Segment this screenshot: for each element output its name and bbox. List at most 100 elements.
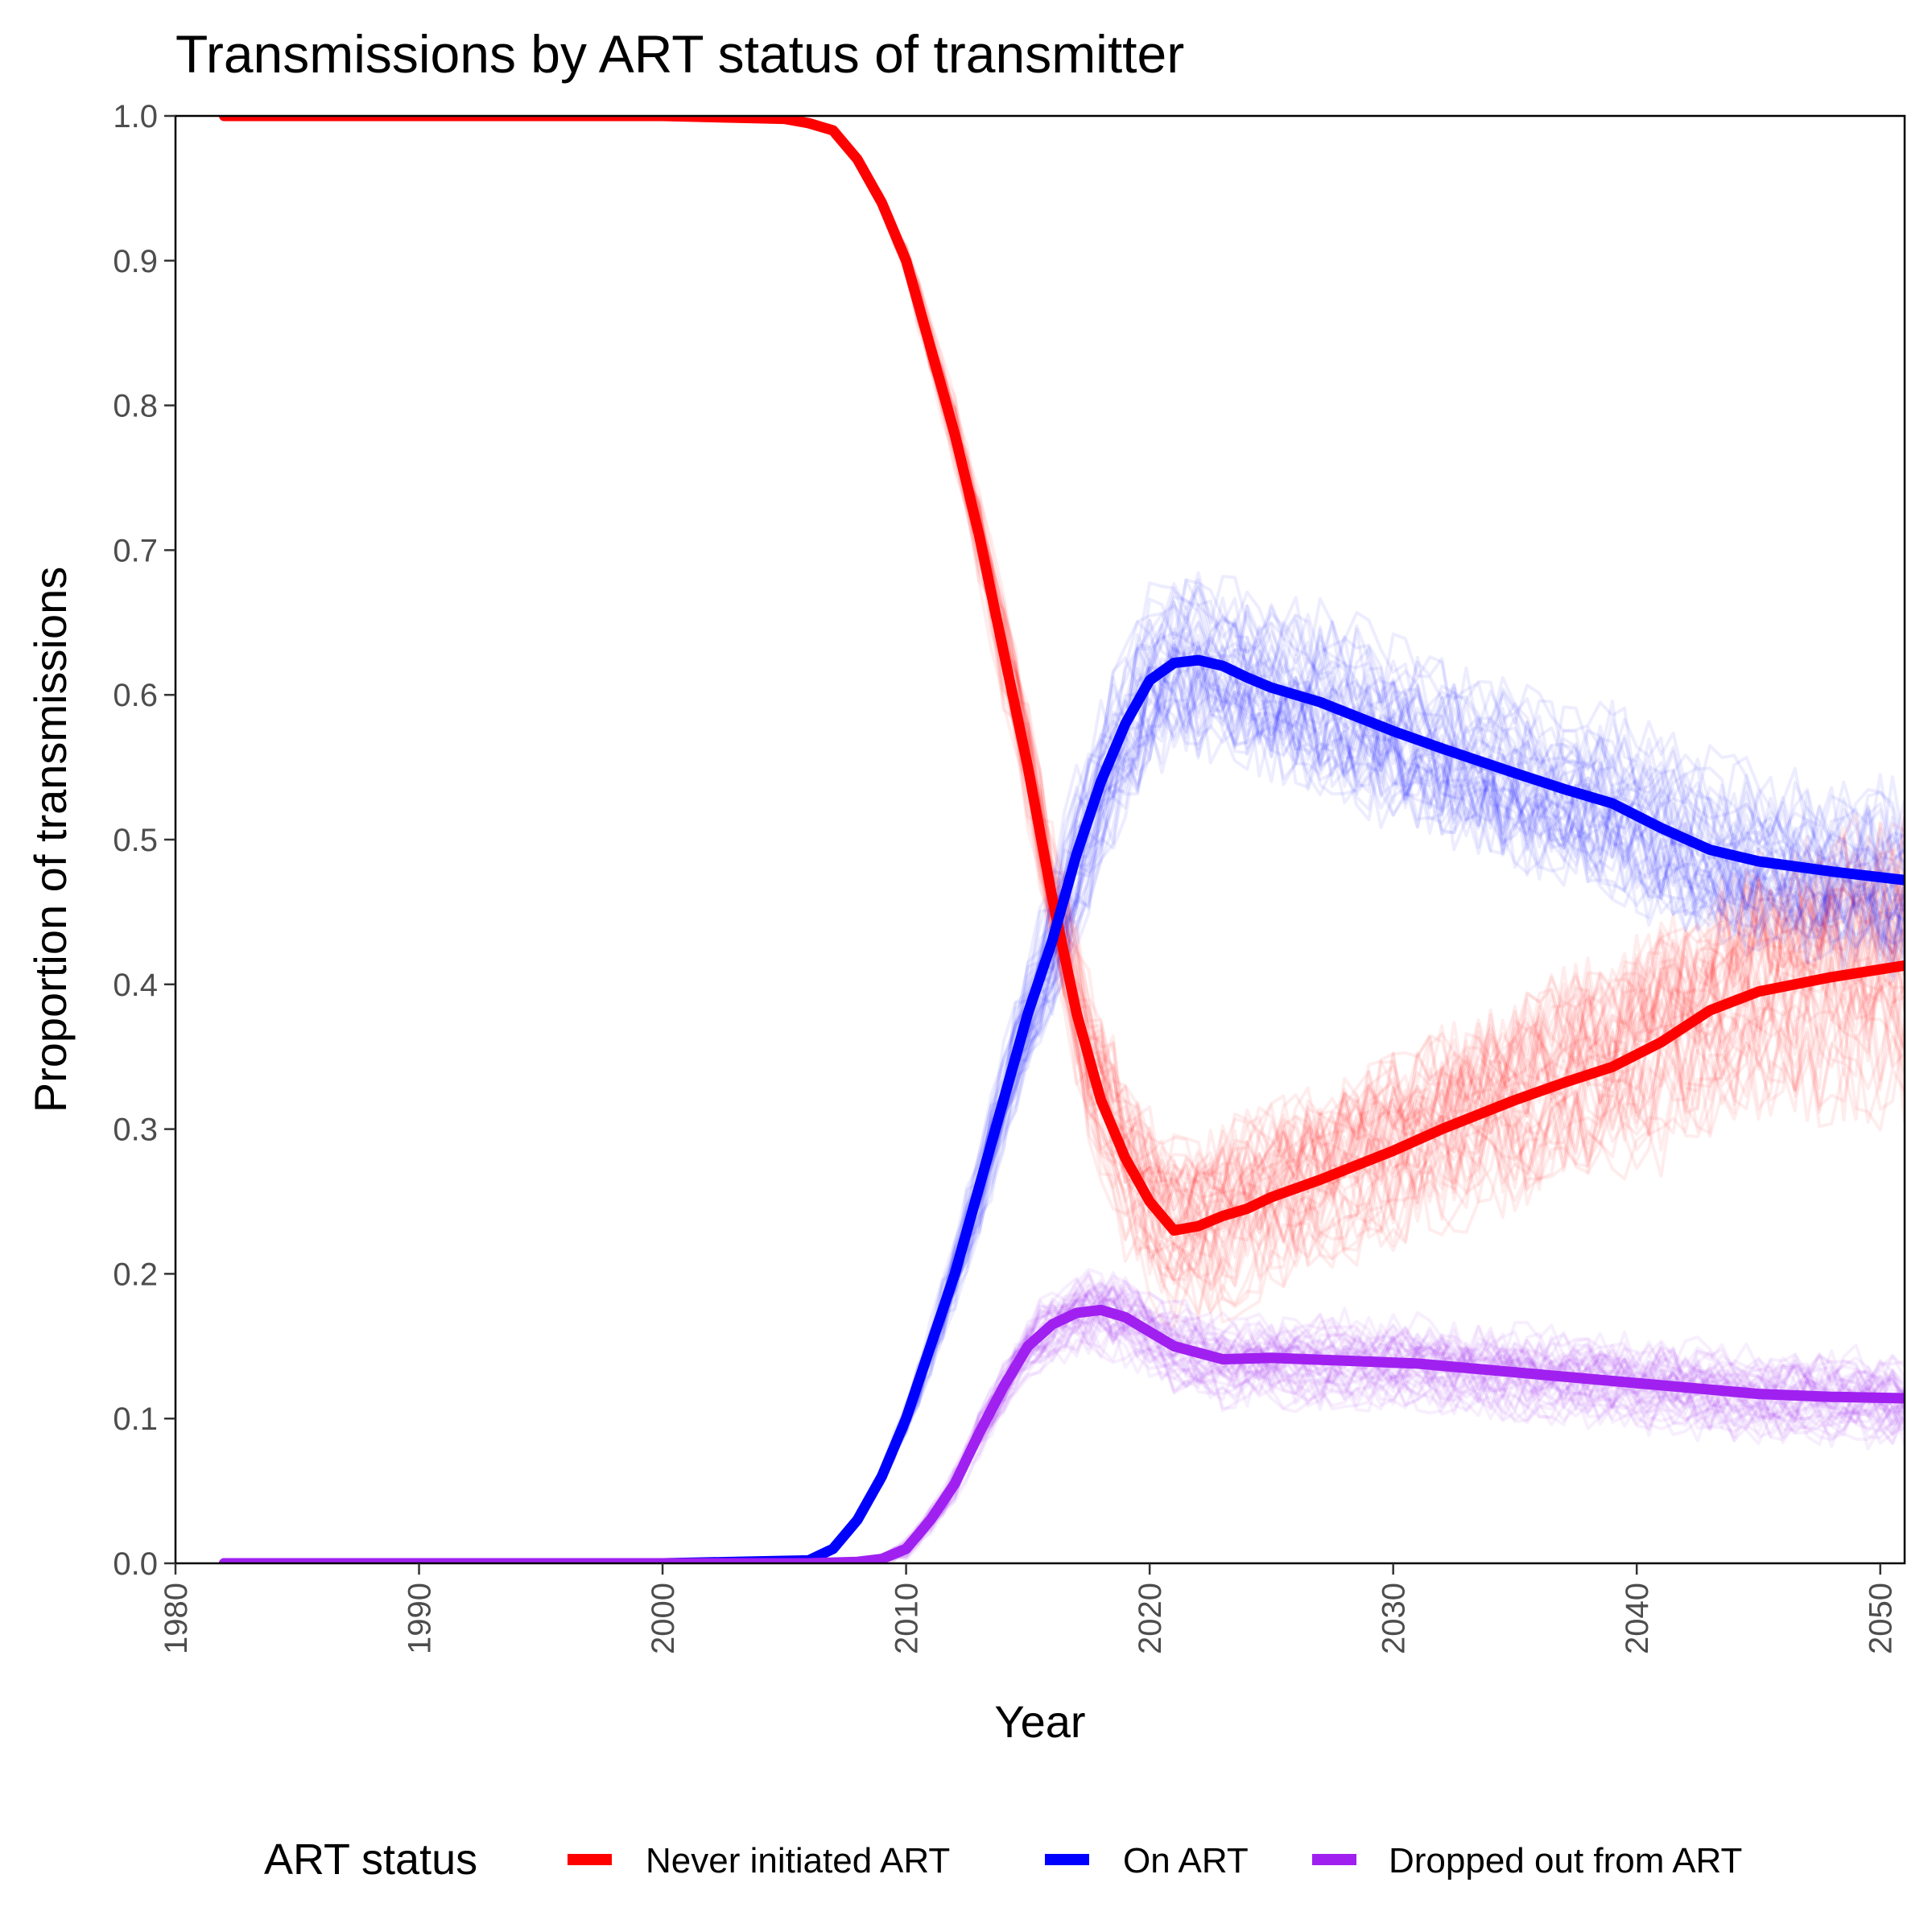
y-tick-label: 0.4: [113, 968, 158, 1003]
simulation-run-line: [224, 1298, 1905, 1563]
simulation-run-line: [224, 578, 1905, 1563]
simulation-run-line: [224, 1302, 1905, 1563]
y-tick-label: 0.8: [113, 389, 158, 424]
simulation-run-line: [224, 116, 1905, 1198]
simulation-run-line: [224, 1278, 1905, 1563]
simulation-run-line: [224, 1297, 1905, 1563]
simulation-run-line: [224, 595, 1905, 1563]
legend-label-dropped-out: Dropped out from ART: [1389, 1841, 1742, 1880]
simulation-run-line: [224, 1323, 1905, 1563]
x-tick-label: 1980: [159, 1583, 194, 1654]
simulation-run-line: [224, 116, 1905, 1302]
simulation-run-line: [224, 116, 1905, 1183]
simulation-run-line: [224, 1322, 1905, 1563]
simulation-run-line: [224, 116, 1905, 1314]
x-tick-label: 2030: [1377, 1583, 1412, 1654]
simulation-run-line: [224, 687, 1905, 1563]
simulation-run-line: [224, 617, 1905, 1563]
simulation-run-line: [224, 116, 1905, 1329]
y-tick-label: 1.0: [113, 99, 158, 134]
simulation-run-line: [224, 116, 1905, 1320]
simulation-run-line: [224, 658, 1905, 1563]
x-tick-label: 2050: [1864, 1583, 1899, 1654]
simulation-run-line: [224, 669, 1905, 1563]
simulation-run-line: [224, 116, 1905, 1315]
simulation-run-line: [224, 1278, 1905, 1563]
simulation-run-line: [224, 1312, 1905, 1563]
simulation-run-line: [224, 116, 1905, 1290]
y-tick-label: 0.7: [113, 533, 158, 568]
series-line-dropped-out: [219, 1304, 1905, 1563]
simulation-run-line: [224, 1267, 1905, 1563]
x-tick-label: 2040: [1620, 1583, 1655, 1654]
simulation-run-line: [224, 1301, 1905, 1563]
simulation-run-line: [224, 116, 1905, 1320]
simulation-run-line: [224, 1310, 1905, 1563]
simulation-run-line: [224, 1276, 1905, 1563]
x-axis-ticks: 1980 1990 2000 2010 2020 2030 2040 2050: [159, 1563, 1899, 1654]
simulation-run-line: [224, 676, 1905, 1563]
simulation-run-line: [224, 1299, 1905, 1563]
x-tick-label: 2010: [890, 1583, 925, 1654]
y-tick-label: 0.3: [113, 1113, 158, 1148]
y-tick-label: 0.6: [113, 678, 158, 713]
legend-label-never-initiated: Never initiated ART: [646, 1841, 950, 1880]
simulation-run-line: [224, 654, 1905, 1563]
y-tick-label: 0.2: [113, 1257, 158, 1292]
simulation-run-line: [224, 116, 1905, 1233]
simulation-run-line: [224, 571, 1905, 1563]
x-tick-label: 2020: [1133, 1583, 1168, 1654]
y-tick-label: 0.9: [113, 244, 158, 279]
simulation-run-line: [224, 1317, 1905, 1563]
simulation-run-line: [224, 1286, 1905, 1563]
legend-label-on-art: On ART: [1123, 1841, 1249, 1880]
simulation-run-line: [224, 1322, 1905, 1563]
simulation-run-line: [224, 116, 1905, 1245]
x-tick-label: 1990: [402, 1583, 438, 1654]
simulation-run-bands: [224, 116, 1905, 1563]
simulation-run-line: [224, 633, 1905, 1563]
simulation-run-line: [224, 116, 1905, 1278]
x-tick-label: 2000: [646, 1583, 681, 1654]
series-lines: [219, 116, 1905, 1563]
simulation-run-line: [224, 1316, 1905, 1563]
simulation-run-line: [224, 1290, 1905, 1563]
x-axis-label: Year: [994, 1696, 1085, 1747]
simulation-run-line: [224, 1281, 1905, 1563]
simulation-run-line: [224, 1300, 1905, 1563]
y-tick-label: 0.1: [113, 1402, 158, 1437]
legend: ART status Never initiated ART On ART Dr…: [264, 1835, 1742, 1884]
simulation-run-line: [224, 597, 1905, 1563]
simulation-run-line: [224, 1271, 1905, 1563]
simulation-run-line: [224, 1318, 1905, 1563]
simulation-run-line: [224, 581, 1905, 1563]
simulation-run-line: [224, 1282, 1905, 1563]
simulation-run-line: [224, 589, 1905, 1563]
legend-title: ART status: [264, 1835, 477, 1884]
chart-title: Transmissions by ART status of transmitt…: [175, 24, 1184, 84]
simulation-run-line: [224, 1324, 1905, 1563]
series-line-on-art: [219, 654, 1905, 1563]
series-line-never-initiated: [219, 116, 1905, 1236]
simulation-run-line: [224, 600, 1905, 1563]
simulation-run-line: [224, 116, 1905, 1204]
simulation-run-line: [224, 618, 1905, 1563]
simulation-run-line: [224, 1270, 1905, 1563]
simulation-run-line: [224, 1274, 1905, 1563]
y-axis-label: Proportion of transmissions: [25, 567, 76, 1113]
y-tick-label: 0.5: [113, 823, 158, 858]
simulation-run-line: [224, 1295, 1905, 1563]
runs-0: [224, 116, 1905, 1329]
simulation-run-line: [224, 582, 1905, 1563]
simulation-run-line: [224, 605, 1905, 1563]
simulation-run-line: [224, 639, 1905, 1563]
y-axis-ticks: 0.0 0.1 0.2 0.3 0.4 0.5 0.6 0.7 0.8 0.9 1.0: [113, 99, 175, 1582]
simulation-run-line: [224, 116, 1905, 1267]
simulation-run-line: [224, 1291, 1905, 1563]
simulation-run-line: [224, 1324, 1905, 1563]
y-tick-label: 0.0: [113, 1546, 158, 1582]
simulation-run-line: [224, 116, 1905, 1245]
simulation-run-line: [224, 116, 1905, 1245]
simulation-run-line: [224, 1294, 1905, 1563]
